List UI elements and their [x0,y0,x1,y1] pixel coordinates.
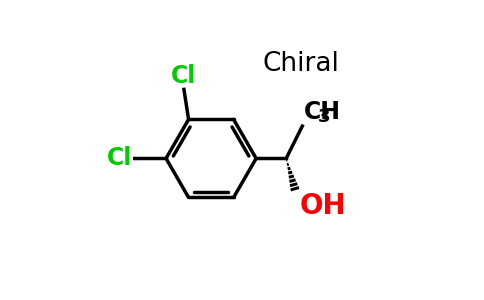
Text: OH: OH [300,192,346,220]
Text: 3: 3 [318,108,330,126]
Text: Cl: Cl [171,64,197,88]
Text: Chiral: Chiral [263,51,340,77]
Text: Cl: Cl [107,146,133,170]
Text: CH: CH [303,100,340,124]
